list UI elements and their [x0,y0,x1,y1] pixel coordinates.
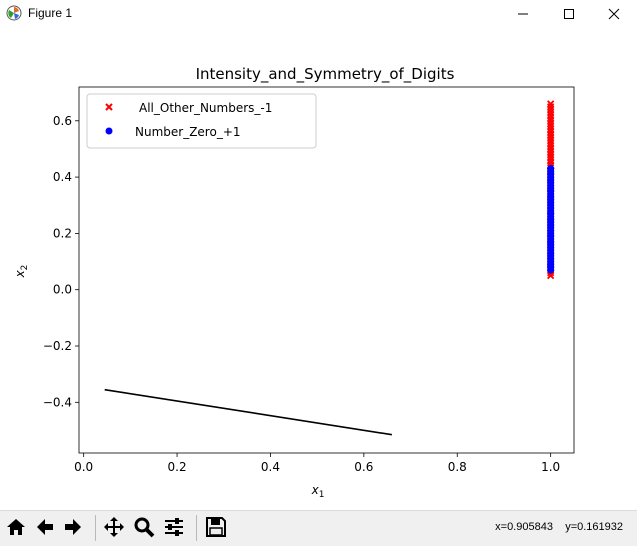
axes-frame [78,86,575,454]
y-tick-label: −0.4 [43,395,72,409]
minimize-icon [518,13,528,15]
data-point-o [547,165,555,173]
toolbar-separator [196,515,197,541]
y-tick-label: 0.6 [53,114,72,128]
y-axis-label: x2 [13,265,30,279]
pan-icon [104,517,124,537]
configure-subplots-button[interactable] [161,514,188,541]
minimize-button[interactable] [500,0,546,28]
legend-box [86,93,317,149]
decision-boundary-line [104,388,393,436]
maximize-button[interactable] [546,0,592,28]
x-tick-label: 0.4 [261,460,280,474]
legend-marker-x [105,103,113,111]
toolbar-separator [95,515,96,541]
navigation-toolbar: x=0.905843 y=0.161932 [0,510,637,546]
y-tick-label: −0.2 [43,339,72,353]
matplotlib-app-icon [6,5,22,21]
figure-canvas[interactable]: Intensity_and_Symmetry_of_Digits 0.0 0.2 0… [0,28,637,510]
back-icon [37,519,53,535]
maximize-icon [564,9,574,19]
y-tick-label: 0.0 [53,283,72,297]
legend: All_Other_Numbers_-1 Number_Zero_+1 [86,93,317,149]
pan-button[interactable] [101,514,128,541]
cursor-coordinates: x=0.905843 y=0.161932 [495,521,623,533]
zoom-button[interactable] [131,514,158,541]
cursor-y-readout: y=0.161932 [565,521,623,533]
forward-icon [65,519,81,535]
data-point-x [547,131,555,139]
x-tick-label: 1.0 [541,460,560,474]
legend-label-zero: Number_Zero_+1 [135,125,241,139]
configure-subplots-icon [165,518,183,536]
close-icon [608,8,620,20]
x-tick-label: 0.2 [168,460,187,474]
save-icon [206,517,226,537]
x-tick-label: 0.8 [448,460,467,474]
forward-button[interactable] [60,514,87,541]
scatter-chart: Intensity_and_Symmetry_of_Digits 0.0 0.2 0… [13,65,575,500]
x-tick-label: 0.0 [74,460,93,474]
home-button[interactable] [3,514,30,541]
data-point-x [547,153,555,162]
x-tick-label: 0.6 [354,460,373,474]
series-number-zero [547,165,555,274]
cursor-x-readout: x=0.905843 [495,521,553,533]
data-point-x [547,145,555,153]
title-bar: Figure 1 [0,0,637,28]
home-icon [7,519,25,535]
y-tick-label: 0.2 [53,226,72,240]
legend-marker-o [105,127,113,135]
legend-label-all-other: All_Other_Numbers_-1 [139,101,272,115]
save-button[interactable] [203,514,230,541]
window-title: Figure 1 [28,6,73,20]
back-button[interactable] [32,514,59,541]
chart-title: Intensity_and_Symmetry_of_Digits [196,65,455,84]
close-button[interactable] [591,0,637,28]
data-point-x [547,100,555,108]
zoom-icon [134,517,155,538]
y-tick-label: 0.4 [53,170,72,184]
x-axis-label: x1 [311,483,325,500]
